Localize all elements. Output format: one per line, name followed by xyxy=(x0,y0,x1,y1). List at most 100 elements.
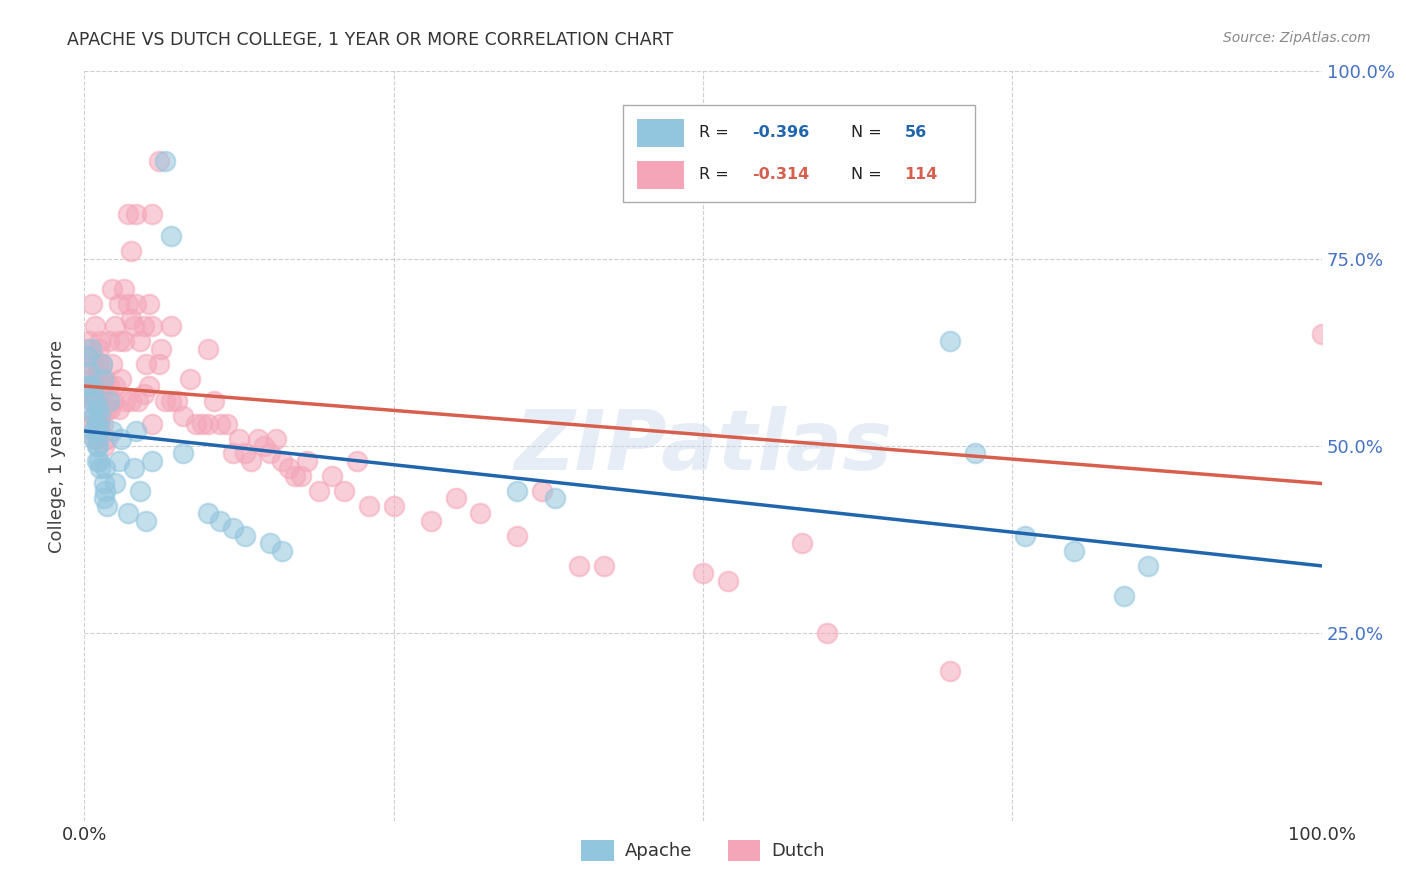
Point xyxy=(160,229,183,244)
Point xyxy=(100,357,122,371)
Point xyxy=(86,454,108,468)
Point xyxy=(1310,326,1333,341)
Point xyxy=(101,394,124,409)
Text: 56: 56 xyxy=(904,125,927,140)
Point xyxy=(148,154,170,169)
Point xyxy=(593,558,616,573)
Point xyxy=(89,424,111,438)
Point xyxy=(284,469,307,483)
Point xyxy=(79,357,101,371)
Point xyxy=(110,432,132,446)
Point xyxy=(197,507,219,521)
Point xyxy=(110,371,132,385)
Point xyxy=(98,379,121,393)
Point xyxy=(125,296,148,310)
Point xyxy=(108,454,131,468)
Point xyxy=(100,424,122,438)
Point xyxy=(83,409,105,423)
Point xyxy=(233,446,256,460)
Point xyxy=(104,319,127,334)
Text: R =: R = xyxy=(699,125,734,140)
Point xyxy=(98,401,121,416)
Point xyxy=(77,379,100,393)
Point xyxy=(215,417,238,431)
Point xyxy=(112,282,135,296)
Point xyxy=(202,394,225,409)
Point xyxy=(1137,558,1160,573)
Point xyxy=(117,207,139,221)
Point xyxy=(90,357,112,371)
Point xyxy=(470,507,492,521)
Point xyxy=(117,296,139,310)
Point xyxy=(132,386,155,401)
Point xyxy=(141,319,163,334)
Point xyxy=(98,394,121,409)
Point xyxy=(91,379,114,393)
Point xyxy=(125,207,148,221)
Point xyxy=(84,394,107,409)
Point xyxy=(86,371,108,385)
Point xyxy=(89,409,111,423)
Point xyxy=(125,424,148,438)
Point xyxy=(222,521,245,535)
Point xyxy=(419,514,441,528)
Point xyxy=(1063,544,1085,558)
Point xyxy=(138,379,160,393)
Point xyxy=(277,461,299,475)
Point xyxy=(153,394,176,409)
Point xyxy=(191,417,214,431)
Text: -0.396: -0.396 xyxy=(752,125,810,140)
Point xyxy=(100,282,122,296)
Point xyxy=(89,454,111,468)
Point xyxy=(89,417,111,431)
Point xyxy=(93,491,115,506)
Point xyxy=(228,432,250,446)
Point xyxy=(120,311,142,326)
Point xyxy=(93,394,115,409)
Point xyxy=(939,334,962,348)
Point xyxy=(87,394,110,409)
Point xyxy=(84,379,107,393)
Point xyxy=(531,483,554,498)
Point xyxy=(240,454,263,468)
Point xyxy=(86,417,108,431)
Point xyxy=(108,334,131,348)
Point xyxy=(86,386,108,401)
Point xyxy=(308,483,330,498)
Point xyxy=(104,379,127,393)
Point xyxy=(79,342,101,356)
Point xyxy=(83,394,105,409)
Point xyxy=(568,558,591,573)
Point xyxy=(1014,529,1036,543)
Point xyxy=(96,401,118,416)
Point xyxy=(939,664,962,678)
Point xyxy=(172,409,194,423)
Point xyxy=(91,371,114,385)
Text: N =: N = xyxy=(852,125,887,140)
Point xyxy=(209,417,232,431)
Point xyxy=(87,432,110,446)
Point xyxy=(86,357,108,371)
Point xyxy=(295,454,318,468)
Point xyxy=(80,296,103,310)
Point xyxy=(1112,589,1135,603)
Point xyxy=(94,461,117,475)
Point xyxy=(444,491,467,506)
Point xyxy=(160,319,183,334)
Text: -0.314: -0.314 xyxy=(752,168,810,182)
Point xyxy=(82,349,104,363)
Point xyxy=(80,379,103,393)
Point xyxy=(120,244,142,259)
Point xyxy=(153,154,176,169)
Point xyxy=(90,357,112,371)
Point xyxy=(150,342,173,356)
Point xyxy=(333,483,356,498)
Point xyxy=(80,394,103,409)
Point xyxy=(141,454,163,468)
Point xyxy=(90,401,112,416)
Point xyxy=(692,566,714,581)
Point xyxy=(83,409,105,423)
Point xyxy=(86,439,108,453)
Point xyxy=(77,364,100,378)
Point xyxy=(321,469,343,483)
